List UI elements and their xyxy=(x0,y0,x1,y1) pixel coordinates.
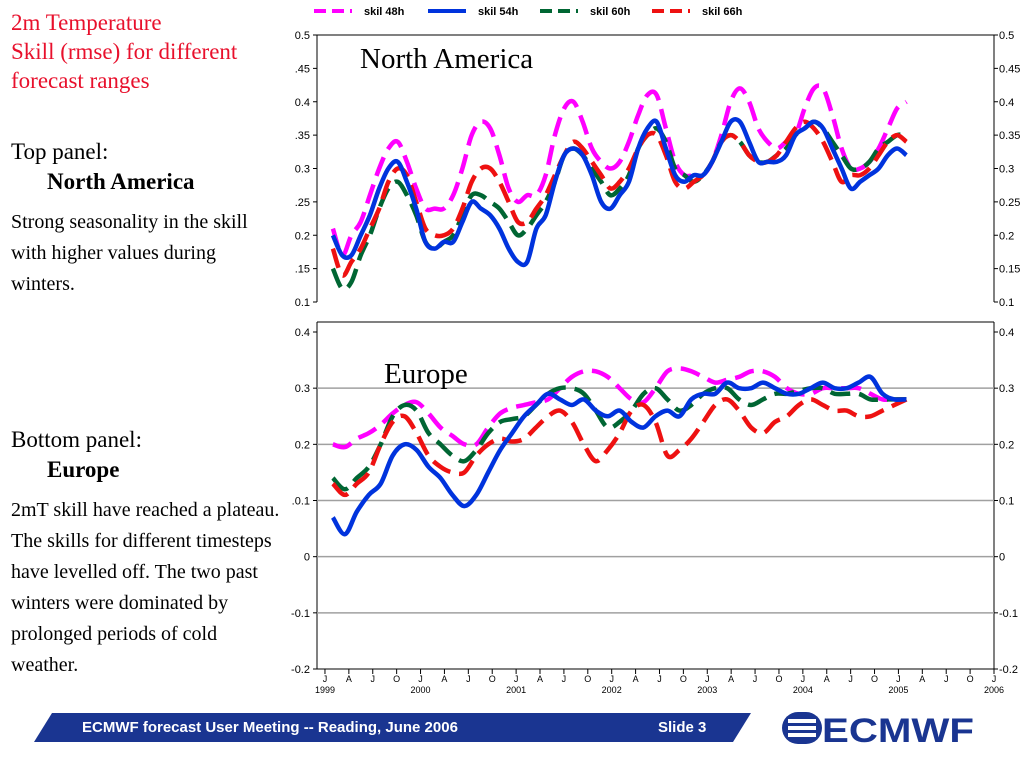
panel-1-ytick-label-left-2: 0.2 xyxy=(295,439,310,451)
year-label-6: 2005 xyxy=(888,685,908,695)
xtick-label-6: J xyxy=(466,674,471,684)
xtick-label-9: A xyxy=(537,674,543,684)
panel-1-ytick-label-left-6: -0.2 xyxy=(291,664,310,676)
year-label-7: 2006 xyxy=(984,685,1004,695)
bottom-panel-heading: Bottom panel: xyxy=(11,427,142,452)
xtick-label-11: O xyxy=(584,674,591,684)
top-panel-region: North America xyxy=(47,169,195,194)
xtick-label-24: J xyxy=(896,674,901,684)
xtick-label-21: A xyxy=(824,674,830,684)
xtick-label-3: O xyxy=(393,674,400,684)
xtick-label-18: J xyxy=(753,674,758,684)
xtick-label-5: A xyxy=(441,674,447,684)
xtick-label-0: J xyxy=(323,674,328,684)
panel-0-ytick-label-right-0: 0.5 xyxy=(999,30,1014,42)
panel-0-series-line-2 xyxy=(330,119,907,292)
xtick-label-25: A xyxy=(919,674,925,684)
panel-1-ytick-label-left-5: -0.1 xyxy=(291,608,310,620)
panel-1-title: Europe xyxy=(384,358,468,390)
xtick-label-14: J xyxy=(657,674,662,684)
panel-0-ytick-label-right-5: 0.25 xyxy=(999,197,1020,209)
year-label-1: 2000 xyxy=(411,685,431,695)
panel-1-ytick-label-right-4: 0 xyxy=(999,552,1005,564)
legend-label-0: skil 48h xyxy=(364,6,405,18)
ecmwf-logo: ECMWF xyxy=(782,712,974,750)
panel-0-ytick-label-left-7: .15 xyxy=(295,264,310,276)
panel-0-title: North America xyxy=(360,43,533,75)
panel-1-ytick-label-right-3: 0.1 xyxy=(999,496,1014,508)
xtick-label-15: O xyxy=(680,674,687,684)
panel-0-ytick-label-right-7: 0.15 xyxy=(999,264,1020,276)
panel-0-ytick-label-right-6: 0.2 xyxy=(999,230,1014,242)
xtick-label-20: J xyxy=(801,674,806,684)
panel-1-series-line-0 xyxy=(332,366,907,450)
xtick-label-2: J xyxy=(371,674,376,684)
xtick-label-10: J xyxy=(562,674,567,684)
panel-1-series-line-3 xyxy=(331,396,908,498)
footer-slide-number: Slide 3 xyxy=(658,719,707,736)
xtick-label-26: J xyxy=(944,674,949,684)
panel-1-ytick-label-right-0: 0.4 xyxy=(999,327,1014,339)
year-label-4: 2003 xyxy=(697,685,717,695)
xtick-label-17: A xyxy=(728,674,734,684)
xtick-label-28: J xyxy=(992,674,997,684)
skill-chart: skil 48h skil 54h skil 60h skil 66h 0.5 0.5 .4… xyxy=(291,6,1020,695)
panel-0-ytick-label-right-8: 0.1 xyxy=(999,297,1014,309)
xtick-label-4: J xyxy=(418,674,423,684)
xtick-label-7: O xyxy=(489,674,496,684)
legend-label-1: skil 54h xyxy=(478,6,519,18)
panel-1-ytick-label-right-1: 0.3 xyxy=(999,383,1014,395)
panel-1-ytick-label-left-0: 0.4 xyxy=(295,327,310,339)
xtick-label-13: A xyxy=(633,674,639,684)
year-label-5: 2004 xyxy=(793,685,813,695)
panel-1-ytick-label-right-5: -0.1 xyxy=(999,608,1018,620)
panel-0-ytick-label-left-0: 0.5 xyxy=(295,30,310,42)
title-line-3: forecast ranges xyxy=(11,68,150,93)
xtick-label-19: O xyxy=(775,674,782,684)
legend-label-3: skil 66h xyxy=(702,6,743,18)
slide-title: 2m Temperature Skill (rmse) for differen… xyxy=(11,8,237,95)
panel-0-series-line-1 xyxy=(330,117,908,268)
panel-0-ytick-label-left-6: 0.2 xyxy=(295,230,310,242)
panel-0-ytick-label-right-1: 0.45 xyxy=(999,63,1020,75)
panel-1-ytick-label-left-3: .0.1 xyxy=(292,496,310,508)
xtick-label-12: J xyxy=(609,674,614,684)
panel-1-series-line-1 xyxy=(330,374,907,537)
panel-1-ytick-label-right-6: -0.2 xyxy=(999,664,1018,676)
panel-0-series-line-0 xyxy=(330,83,908,258)
bottom-panel-description: 2mT skill have reached a plateau. The sk… xyxy=(11,499,280,676)
top-panel-description: Strong seasonality in the skill with hig… xyxy=(11,211,248,295)
xtick-label-22: J xyxy=(848,674,853,684)
footer-bar xyxy=(34,713,751,742)
ecmwf-logo-text: ECMWF xyxy=(822,712,974,750)
panel-0-ytick-label-right-3: 0.35 xyxy=(999,130,1020,142)
top-panel-heading: Top panel: xyxy=(11,139,109,164)
xtick-label-8: J xyxy=(514,674,519,684)
panel-0-ytick-label-left-5: .25 xyxy=(295,197,310,209)
panel-0-ytick-label-right-2: 0.4 xyxy=(999,97,1014,109)
panel-0-ytick-label-left-8: 0.1 xyxy=(295,297,310,309)
title-line-1: 2m Temperature xyxy=(11,10,162,35)
bottom-panel-region: Europe xyxy=(47,457,120,482)
year-label-0: 1999 xyxy=(315,685,335,695)
xtick-label-23: O xyxy=(871,674,878,684)
xtick-label-16: J xyxy=(705,674,710,684)
year-label-3: 2002 xyxy=(602,685,622,695)
panel-1-ytick-label-left-1: 0.3 xyxy=(295,383,310,395)
xtick-label-1: A xyxy=(346,674,352,684)
panel-1-ytick-label-left-4: 0 xyxy=(304,552,310,564)
xtick-label-27: O xyxy=(967,674,974,684)
panel-0-ytick-label-right-4: 0.3 xyxy=(999,164,1014,176)
title-line-2: Skill (rmse) for different xyxy=(11,39,238,64)
bottom-panel-note: Bottom panel: Europe 2mT skill have reac… xyxy=(11,425,283,681)
panel-0-ytick-label-left-3: .35 xyxy=(295,130,310,142)
legend-label-2: skil 60h xyxy=(590,6,631,18)
panel-0-ytick-label-left-4: 0.3 xyxy=(295,164,310,176)
panel-0-ytick-label-left-2: 0.4 xyxy=(295,97,310,109)
top-panel-note: Top panel: North America Strong seasonal… xyxy=(11,137,283,300)
year-label-2: 2001 xyxy=(506,685,526,695)
panel-1-ytick-label-right-2: 0.2 xyxy=(999,439,1014,451)
footer-meeting: ECMWF forecast User Meeting -- Reading, … xyxy=(82,719,458,736)
panel-0-ytick-label-left-1: .45 xyxy=(295,63,310,75)
